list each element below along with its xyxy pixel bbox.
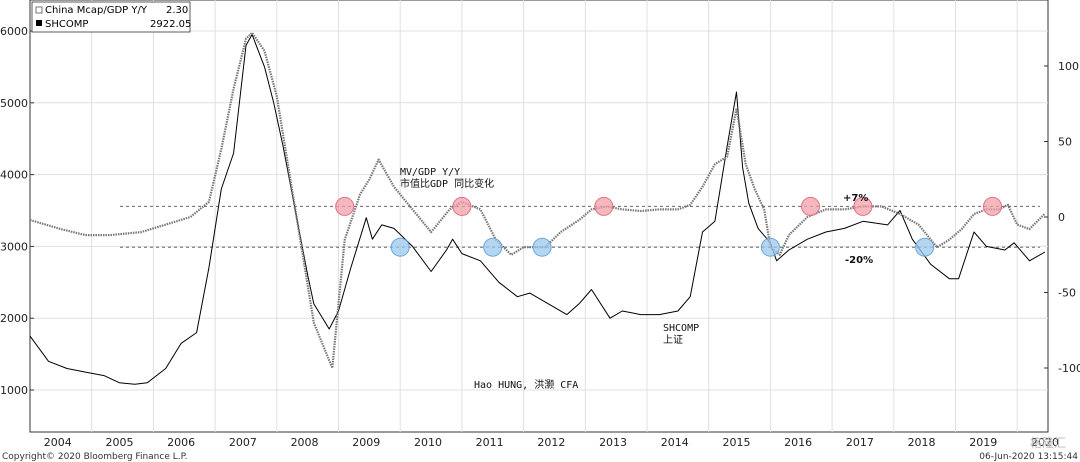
trough-marker xyxy=(915,237,935,257)
x-tick-label: 2008 xyxy=(291,436,319,449)
trough-marker xyxy=(532,237,552,257)
series-line-mcap-gdp xyxy=(29,31,1046,370)
x-tick-label: 2011 xyxy=(476,436,504,449)
right-axis: 100 50 0 -50 -100 xyxy=(1044,60,1080,375)
x-tick-label: 2018 xyxy=(908,436,936,449)
legend-box xyxy=(31,1,191,33)
x-tick-label: 2013 xyxy=(599,436,627,449)
x-tick-label: 2005 xyxy=(105,436,133,449)
y-left-tick-label: 1000 xyxy=(0,384,28,397)
legend-label-shcomp: SHCOMP xyxy=(45,19,88,30)
x-tick-label: 2010 xyxy=(414,436,442,449)
peak-marker xyxy=(452,196,472,216)
y-right-tick-label: -100 xyxy=(1058,362,1080,375)
annotation-plus7: +7% xyxy=(843,193,868,204)
peak-marker xyxy=(594,196,614,216)
x-tick-label: 2006 xyxy=(167,436,195,449)
peak-marker xyxy=(983,196,1003,216)
legend-label-mcap: China Mcap/GDP Y/Y xyxy=(45,5,148,16)
y-left-tick-label: 5000 xyxy=(0,97,28,110)
y-left-tick-label: 2000 xyxy=(0,312,28,325)
trough-marker xyxy=(760,237,780,257)
y-right-tick-label: 50 xyxy=(1058,136,1072,149)
x-tick-label: 2009 xyxy=(352,436,380,449)
legend-swatch-shcomp xyxy=(36,20,42,26)
annotation-shcomp-zh: 上证 xyxy=(663,334,683,346)
legend-swatch-mcap xyxy=(35,6,43,14)
series-line-shcomp xyxy=(29,34,1046,385)
footer-copyright: Copyright© 2020 Bloomberg Finance L.P. xyxy=(2,452,187,462)
x-tick-label: 2004 xyxy=(44,436,72,449)
x-tick-label: 2017 xyxy=(846,436,874,449)
x-tick-label: 2019 xyxy=(969,436,997,449)
annotation-author: Hao HUNG, 洪灏 CFA xyxy=(474,379,578,391)
footer-timestamp: 06-Jun-2020 13:15:44 xyxy=(979,452,1078,462)
peak-marker xyxy=(853,196,873,216)
left-axis: 1000 2000 3000 4000 5000 6000 xyxy=(0,25,34,397)
annotation-shcomp-en: SHCOMP xyxy=(663,323,699,334)
plot-area xyxy=(29,0,1049,433)
x-axis: 2004 2005 2006 2007 2008 2009 2010 2011 2012 2013… xyxy=(44,436,1059,449)
trough-marker xyxy=(483,237,503,257)
legend: China Mcap/GDP Y/Y 2.30 SHCOMP 2922.05 xyxy=(31,1,191,33)
x-tick-label: 2007 xyxy=(229,436,257,449)
annotation-mvgdp-zh: 市值比GDP 同比变化 xyxy=(400,177,494,190)
y-right-tick-label: -50 xyxy=(1058,287,1076,300)
peak-marker xyxy=(335,196,355,216)
y-left-tick-label: 6000 xyxy=(0,25,28,38)
y-right-tick-label: 0 xyxy=(1058,211,1065,224)
x-tick-label: 2020 xyxy=(1031,436,1059,449)
circle-markers xyxy=(335,196,1003,257)
legend-value-shcomp: 2922.05 xyxy=(150,19,191,30)
watermark-logo: 格隆汇 xyxy=(1030,435,1066,450)
y-left-tick-label: 3000 xyxy=(0,240,28,253)
annotation-minus20: -20% xyxy=(845,255,873,266)
x-tick-label: 2016 xyxy=(784,436,812,449)
x-tick-label: 2014 xyxy=(661,436,689,449)
trough-marker xyxy=(390,237,410,257)
annotation-mvgdp-en: MV/GDP Y/Y xyxy=(400,167,460,178)
series-group xyxy=(29,31,1046,385)
x-tick-label: 2012 xyxy=(537,436,565,449)
y-right-tick-label: 100 xyxy=(1058,60,1079,73)
peak-marker xyxy=(801,196,821,216)
grid xyxy=(30,0,1048,432)
legend-value-mcap: 2.30 xyxy=(166,5,188,16)
x-tick-label: 2015 xyxy=(722,436,750,449)
y-left-tick-label: 4000 xyxy=(0,169,28,182)
